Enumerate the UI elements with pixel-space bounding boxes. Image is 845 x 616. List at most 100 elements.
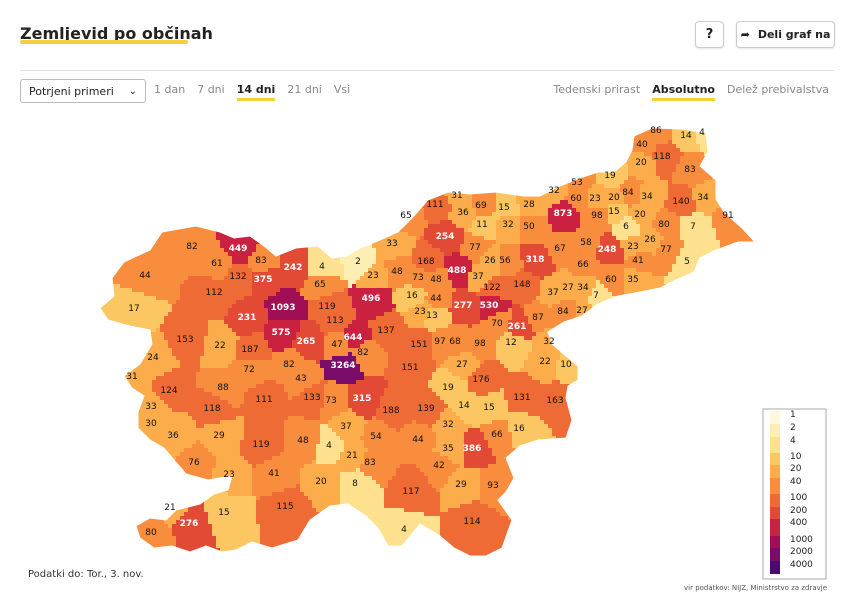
municipality-value[interactable]: 77 [660, 245, 671, 255]
mode-tab-0[interactable]: Tedenski prirast [553, 83, 641, 96]
municipality-value[interactable]: 148 [513, 280, 530, 290]
municipality-value[interactable]: 20 [315, 477, 327, 487]
municipality-value[interactable]: 56 [499, 256, 511, 266]
municipality-value[interactable]: 73 [325, 396, 336, 406]
municipality-value[interactable]: 76 [188, 458, 200, 468]
municipality-value[interactable]: 15 [498, 203, 509, 213]
municipality-value[interactable]: 23 [627, 242, 638, 252]
municipality-value[interactable]: 82 [283, 360, 294, 370]
municipality-value[interactable]: 277 [454, 301, 473, 311]
municipality-value[interactable]: 80 [145, 528, 157, 538]
municipality-value[interactable]: 11 [476, 220, 487, 230]
municipality-value[interactable]: 873 [554, 209, 573, 219]
municipality-value[interactable]: 84 [557, 307, 569, 317]
municipality-value[interactable]: 261 [508, 322, 527, 332]
municipality-value[interactable]: 23 [223, 470, 234, 480]
municipality-value[interactable]: 276 [180, 519, 199, 529]
municipality-value[interactable]: 58 [580, 238, 592, 248]
municipality-value[interactable]: 54 [370, 432, 382, 442]
municipality-value[interactable]: 231 [238, 313, 257, 323]
municipality-value[interactable]: 29 [455, 480, 467, 490]
municipality-value[interactable]: 111 [255, 395, 272, 405]
municipality-value[interactable]: 4 [319, 262, 325, 272]
municipality-value[interactable]: 318 [526, 255, 545, 265]
range-tab-0[interactable]: 1 dan [154, 83, 186, 96]
municipality-value[interactable]: 23 [367, 271, 378, 281]
municipality-value[interactable]: 77 [469, 243, 480, 253]
municipality-value[interactable]: 26 [484, 256, 496, 266]
municipality-value[interactable]: 65 [400, 211, 411, 221]
municipality-value[interactable]: 80 [658, 220, 670, 230]
municipality-value[interactable]: 188 [382, 406, 399, 416]
municipality-value[interactable]: 15 [218, 508, 229, 518]
municipality-value[interactable]: 163 [546, 396, 563, 406]
municipality-value[interactable]: 40 [636, 140, 648, 150]
municipality-value[interactable]: 22 [539, 357, 550, 367]
municipality-value[interactable]: 17 [128, 304, 139, 314]
municipality-value[interactable]: 119 [318, 302, 335, 312]
municipality-value[interactable]: 488 [448, 266, 467, 276]
municipality-value[interactable]: 98 [474, 339, 486, 349]
municipality-value[interactable]: 3264 [330, 361, 355, 371]
municipality-value[interactable]: 21 [346, 451, 357, 461]
municipality-value[interactable]: 34 [577, 283, 589, 293]
municipality-value[interactable]: 83 [684, 165, 695, 175]
municipality-value[interactable]: 10 [560, 360, 572, 370]
municipality-value[interactable]: 41 [632, 256, 643, 266]
municipality-value[interactable]: 34 [641, 192, 653, 202]
municipality-value[interactable]: 2 [355, 257, 361, 267]
municipality-value[interactable]: 496 [362, 294, 381, 304]
municipality-value[interactable]: 29 [213, 431, 225, 441]
municipality-value[interactable]: 36 [457, 208, 469, 218]
municipality-value[interactable]: 72 [243, 365, 254, 375]
municipality-value[interactable]: 36 [167, 431, 179, 441]
help-button[interactable]: ? [695, 21, 724, 48]
municipality-value[interactable]: 50 [523, 222, 535, 232]
municipality-value[interactable]: 48 [297, 436, 309, 446]
municipality-value[interactable]: 73 [412, 273, 423, 283]
municipality-value[interactable]: 86 [650, 126, 662, 136]
municipality-value[interactable]: 22 [214, 341, 225, 351]
municipality-value[interactable]: 111 [426, 200, 443, 210]
municipality-value[interactable]: 21 [164, 503, 175, 513]
municipality-value[interactable]: 41 [268, 469, 279, 479]
municipality-value[interactable]: 124 [160, 386, 177, 396]
mode-tab-2[interactable]: Delež prebivalstva [726, 83, 829, 96]
municipality-value[interactable]: 4 [401, 525, 407, 535]
municipality-value[interactable]: 67 [554, 244, 565, 254]
municipality-value[interactable]: 15 [608, 207, 619, 217]
municipality-value[interactable]: 31 [451, 191, 462, 201]
municipality-value[interactable]: 82 [186, 242, 197, 252]
municipality-value[interactable]: 88 [217, 383, 229, 393]
municipality-value[interactable]: 14 [458, 401, 470, 411]
municipality-value[interactable]: 32 [548, 186, 559, 196]
municipality-value[interactable]: 34 [697, 193, 709, 203]
municipality-value[interactable]: 114 [463, 517, 480, 527]
municipality-value[interactable]: 530 [480, 301, 499, 311]
municipality-value[interactable]: 12 [505, 338, 516, 348]
municipality-value[interactable]: 37 [472, 272, 483, 282]
municipality-value[interactable]: 112 [205, 288, 222, 298]
municipality-value[interactable]: 151 [401, 363, 418, 373]
municipality-value[interactable]: 33 [145, 402, 156, 412]
municipality-value[interactable]: 122 [483, 283, 500, 293]
municipality-value[interactable]: 33 [386, 239, 397, 249]
municipality-value[interactable]: 13 [426, 311, 437, 321]
municipality-value[interactable]: 19 [604, 171, 616, 181]
municipality-value[interactable]: 66 [577, 260, 589, 270]
municipality-value[interactable]: 117 [402, 487, 419, 497]
share-button[interactable]: ➦ Deli graf na [736, 21, 835, 48]
municipality-value[interactable]: 137 [377, 326, 394, 336]
municipality-value[interactable]: 254 [436, 232, 455, 242]
municipality-value[interactable]: 23 [589, 194, 600, 204]
municipality-value[interactable]: 7 [690, 222, 696, 232]
municipality-value[interactable]: 42 [433, 461, 444, 471]
municipality-value[interactable]: 20 [634, 210, 646, 220]
municipality-value[interactable]: 27 [562, 283, 573, 293]
municipality-value[interactable]: 115 [276, 502, 293, 512]
range-tab-2[interactable]: 14 dni [236, 83, 276, 101]
municipality-value[interactable]: 35 [627, 275, 638, 285]
municipality-value[interactable]: 60 [605, 275, 617, 285]
municipality-value[interactable]: 315 [353, 394, 372, 404]
municipality-value[interactable]: 19 [442, 383, 454, 393]
